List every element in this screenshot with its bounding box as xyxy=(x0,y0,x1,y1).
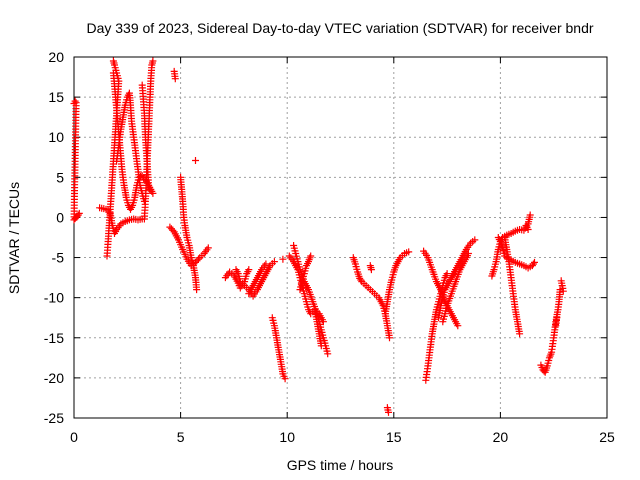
data-point xyxy=(529,260,537,268)
data-point xyxy=(516,330,524,338)
data-point xyxy=(367,266,375,274)
data-point xyxy=(524,226,532,233)
data-point xyxy=(149,57,157,65)
y-tick-label: -10 xyxy=(44,290,64,306)
data-point xyxy=(171,75,179,83)
data-point xyxy=(192,157,199,164)
data-point xyxy=(464,250,472,257)
grid xyxy=(74,57,607,418)
y-tick-label: 5 xyxy=(56,169,64,185)
x-tick-label: 5 xyxy=(177,429,185,445)
y-axis-label: SDTVAR / TECUs xyxy=(6,182,22,294)
data-point xyxy=(553,314,561,322)
data-point xyxy=(279,255,287,263)
data-point xyxy=(146,185,154,193)
data-point xyxy=(245,266,253,274)
y-tick-label: 15 xyxy=(48,89,64,105)
data-point xyxy=(262,260,270,268)
y-tick-label: -15 xyxy=(44,330,64,346)
y-tick-label: -20 xyxy=(44,370,64,386)
data-points xyxy=(70,57,567,416)
data-point xyxy=(471,236,479,244)
x-tick-label: 20 xyxy=(493,429,509,445)
data-point xyxy=(149,189,157,197)
data-point xyxy=(559,287,567,295)
x-tick-label: 15 xyxy=(386,429,402,445)
y-tick-label: 0 xyxy=(56,209,64,225)
data-point xyxy=(71,97,79,105)
x-tick-label: 10 xyxy=(279,429,295,445)
data-point xyxy=(270,258,278,266)
chart-title: Day 339 of 2023, Sidereal Day-to-day VTE… xyxy=(86,20,593,36)
data-point xyxy=(357,276,365,284)
data-point xyxy=(74,211,82,219)
data-point xyxy=(386,334,393,342)
data-point xyxy=(109,57,117,65)
data-point xyxy=(194,255,202,263)
y-tick-label: 10 xyxy=(48,129,64,145)
data-point xyxy=(169,226,177,234)
data-point xyxy=(307,252,315,260)
data-point xyxy=(385,408,392,416)
data-point xyxy=(526,211,534,219)
x-axis-label: GPS time / hours xyxy=(287,457,394,473)
data-point xyxy=(204,244,212,252)
data-point xyxy=(531,258,538,266)
y-tick-label: -25 xyxy=(44,410,64,426)
y-tick-label: 20 xyxy=(48,49,64,65)
data-point xyxy=(405,248,413,256)
data-point xyxy=(193,286,201,294)
x-tick-label: 25 xyxy=(599,429,615,445)
data-point xyxy=(281,375,289,383)
data-point xyxy=(324,350,332,358)
data-point xyxy=(454,322,462,330)
x-tick-label: 0 xyxy=(70,429,78,445)
plot-frame xyxy=(73,56,608,419)
data-point xyxy=(317,342,325,350)
data-point xyxy=(443,270,451,278)
y-tick-label: -5 xyxy=(52,250,65,266)
data-point xyxy=(75,209,83,217)
